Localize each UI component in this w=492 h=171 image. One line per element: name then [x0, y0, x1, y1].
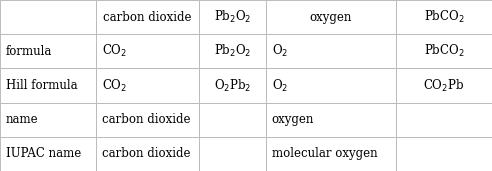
Text: Hill formula: Hill formula	[6, 79, 78, 92]
Bar	[0, 34, 96, 68]
Bar	[396, 137, 492, 171]
Text: IUPAC name: IUPAC name	[6, 147, 81, 160]
Text: name: name	[6, 113, 39, 126]
Text: PbCO$_2$: PbCO$_2$	[424, 9, 464, 25]
Bar	[0, 68, 96, 103]
Bar	[396, 0, 492, 34]
Text: formula: formula	[6, 45, 52, 58]
Text: O$_2$Pb$_2$: O$_2$Pb$_2$	[214, 77, 251, 94]
Bar	[396, 68, 492, 103]
Text: CO$_2$: CO$_2$	[102, 43, 127, 59]
Text: CO$_2$: CO$_2$	[102, 77, 127, 94]
Text: Pb$_2$O$_2$: Pb$_2$O$_2$	[214, 9, 251, 25]
Bar	[266, 0, 396, 34]
Bar	[96, 68, 199, 103]
Bar	[266, 34, 396, 68]
Text: Pb$_2$O$_2$: Pb$_2$O$_2$	[214, 43, 251, 59]
Bar	[266, 103, 396, 137]
Text: CO$_2$Pb: CO$_2$Pb	[424, 77, 464, 94]
Text: molecular oxygen: molecular oxygen	[272, 147, 377, 160]
Text: carbon dioxide: carbon dioxide	[102, 113, 190, 126]
Bar	[96, 34, 199, 68]
Text: oxygen: oxygen	[309, 11, 352, 24]
Bar	[396, 103, 492, 137]
Bar	[0, 0, 96, 34]
Bar	[199, 68, 266, 103]
Text: O$_2$: O$_2$	[272, 43, 288, 59]
Bar	[199, 137, 266, 171]
Text: carbon dioxide: carbon dioxide	[103, 11, 192, 24]
Text: carbon dioxide: carbon dioxide	[102, 147, 190, 160]
Bar	[396, 34, 492, 68]
Bar	[199, 34, 266, 68]
Bar	[0, 137, 96, 171]
Bar	[96, 137, 199, 171]
Bar	[199, 0, 266, 34]
Bar	[266, 68, 396, 103]
Bar	[0, 103, 96, 137]
Text: O$_2$: O$_2$	[272, 77, 288, 94]
Bar	[199, 103, 266, 137]
Text: PbCO$_2$: PbCO$_2$	[424, 43, 464, 59]
Bar	[96, 103, 199, 137]
Text: oxygen: oxygen	[272, 113, 314, 126]
Bar	[266, 137, 396, 171]
Bar	[96, 0, 199, 34]
